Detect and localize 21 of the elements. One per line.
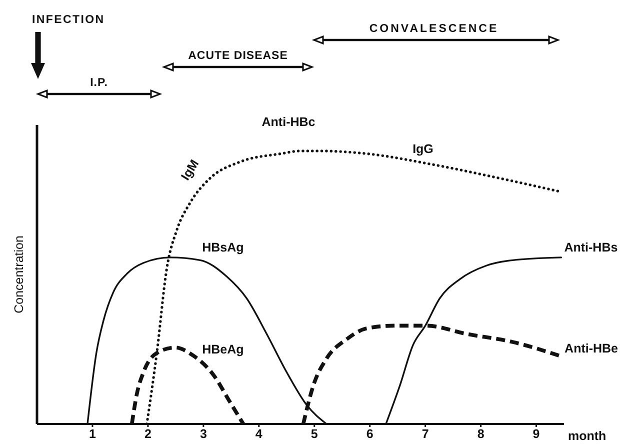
text: ACUTE DISEASE — [188, 50, 288, 62]
series-label: Anti-HBs — [564, 240, 618, 254]
series-label: HBeAg — [202, 342, 244, 357]
x-tick-label: 6 — [366, 426, 374, 441]
annotation: IgG — [412, 142, 434, 156]
x-tick-label: 8 — [477, 426, 484, 441]
series-label: Anti-HBc — [262, 114, 316, 129]
x-tick-label: 4 — [255, 426, 262, 441]
series-label: HBsAg — [202, 240, 244, 254]
text: I.P. — [90, 77, 108, 89]
y-axis-title: Concentration — [12, 236, 26, 314]
x-tick-label: 9 — [532, 426, 540, 441]
x-tick-label: 7 — [422, 426, 429, 441]
text: CONVALESCENCE — [369, 23, 499, 35]
x-tick-label: 2 — [144, 426, 152, 441]
x-axis-title: month — [568, 428, 606, 443]
text: INFECTION — [32, 14, 105, 26]
x-tick-label: 5 — [310, 426, 318, 441]
x-tick-label: 1 — [88, 426, 96, 441]
series-label: Anti-HBe — [564, 342, 618, 356]
x-tick-label: 3 — [200, 426, 207, 441]
